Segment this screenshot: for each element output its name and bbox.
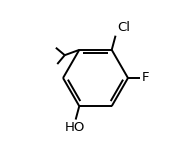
- Text: HO: HO: [65, 121, 85, 134]
- Text: Cl: Cl: [117, 22, 130, 34]
- Text: F: F: [142, 71, 149, 85]
